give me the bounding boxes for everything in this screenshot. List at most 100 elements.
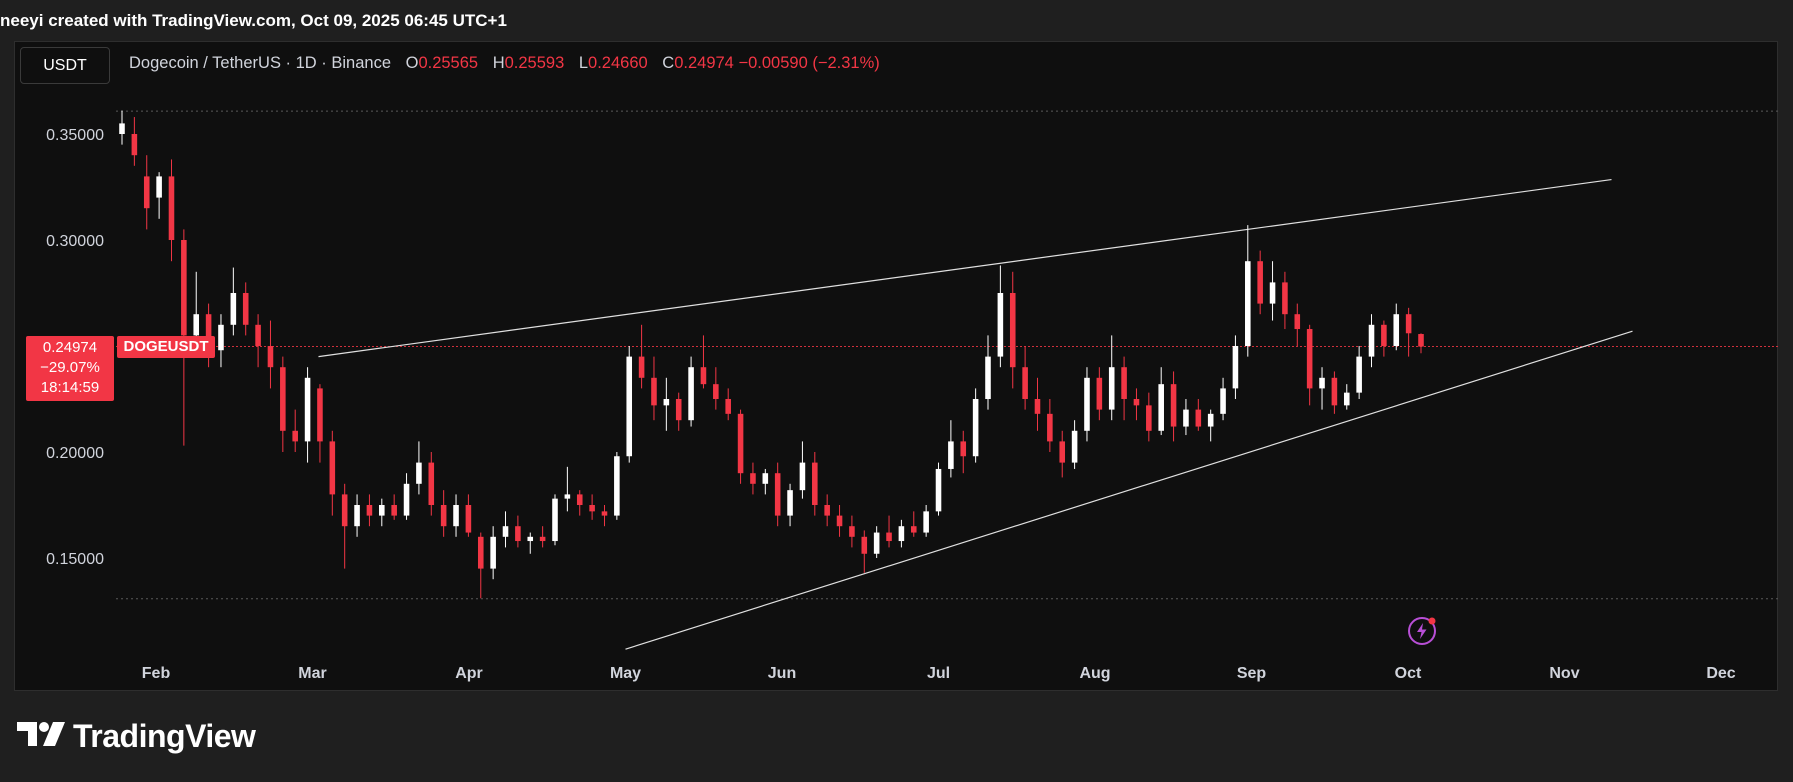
candle-body [440,505,447,527]
candle-body [601,511,608,516]
y-tick-label: 0.20000 [46,445,104,462]
candle-body [873,532,880,554]
candle-body [1220,388,1226,414]
candle-body [552,498,558,542]
candle-body [1368,324,1375,357]
candle-body [1009,293,1016,368]
candle-body [1306,329,1313,389]
candle-body [1158,384,1164,431]
candle-body [713,384,719,399]
candle-body [1022,367,1028,399]
x-tick-label: Apr [455,665,483,682]
candle-body [910,526,917,533]
candle-body [527,536,534,542]
tradingview-brand[interactable]: TradingView [17,718,256,755]
candle-body [428,462,435,505]
candle-body [341,494,348,527]
candle-body [985,356,991,399]
candle-body [787,490,793,516]
bar-countdown: 18:14:59 [40,379,100,396]
candle-body [1257,261,1263,304]
candle-body [143,176,150,209]
candle-body [1108,367,1115,410]
x-tick-label: Jun [768,665,796,682]
candle-body [824,505,830,516]
open-value: 0.25565 [418,54,479,72]
candle-body [960,441,967,457]
candle-body [861,536,868,554]
candle-body [1343,392,1350,406]
x-tick-label: Sep [1237,665,1267,682]
x-tick-label: Oct [1395,665,1422,682]
candle-body [675,399,682,421]
candle-body [638,356,645,378]
y-tick-label: 0.30000 [46,233,104,250]
low-label: L [578,54,589,72]
candle-body [1393,314,1400,346]
tradingview-logo-icon [17,722,65,751]
candle-body [403,483,410,516]
candle-body [1319,377,1325,389]
candle-body [651,377,657,406]
x-tick-label: Feb [142,665,171,682]
candle-body [354,505,360,527]
trendline [625,330,1633,650]
candle-body [1245,261,1251,346]
candle-body [242,293,249,325]
candle-body [886,532,892,542]
symbol-legend: Dogecoin / TetherUS · 1D · Binance O0.25… [129,54,880,73]
candle-body [329,441,336,495]
candle-body [515,526,521,542]
candle-body [750,473,756,484]
candle-body [1207,413,1214,427]
y-tick-label: 0.35000 [46,127,104,144]
candle-body [700,367,707,385]
candle-body [812,462,818,505]
candle-body [836,515,843,527]
candle-body [391,505,397,516]
close-label: C [662,54,675,72]
candle-body [1356,356,1362,393]
candle-body [1418,334,1424,347]
candle-body [799,462,806,491]
candle-body [168,176,175,240]
candle-body [1071,430,1078,463]
candle-body [1183,409,1189,427]
candle-body [774,473,781,516]
high-label: H [492,54,505,72]
candle-body [119,123,125,134]
candle-body [1269,282,1276,304]
candle-body [1034,399,1041,414]
candle-body [416,462,422,484]
x-tick-label: Jul [927,665,950,682]
currency-button[interactable]: USDT [20,47,110,84]
candle-body [1059,441,1066,463]
brand-name: TradingView [73,718,256,754]
candle-body [193,314,200,336]
candle-body [181,240,187,336]
candle-body [725,399,731,414]
candle-body [614,456,620,516]
change-percent: −29.07% [40,359,100,376]
candle-body [539,536,546,542]
candle-body [280,367,286,431]
candle-body [1170,384,1177,427]
last-price-label: 0.24974 −29.07% 18:14:59 [26,336,114,401]
candle-body [923,511,929,533]
candle-body [1232,346,1239,389]
candle-body [502,526,509,537]
open-label: O [405,54,419,72]
candle-body [304,377,311,442]
candle-body [1084,377,1090,431]
y-tick-label: 0.15000 [46,551,104,568]
candle-body [935,468,942,512]
candle-body [663,399,670,406]
candle-body [688,367,694,421]
candle-body [972,399,979,457]
lightning-bolt-icon[interactable] [1406,615,1438,647]
x-tick-label: Aug [1079,665,1110,682]
candle-body [131,134,138,156]
candle-body [379,505,385,516]
candle-body [255,324,261,346]
